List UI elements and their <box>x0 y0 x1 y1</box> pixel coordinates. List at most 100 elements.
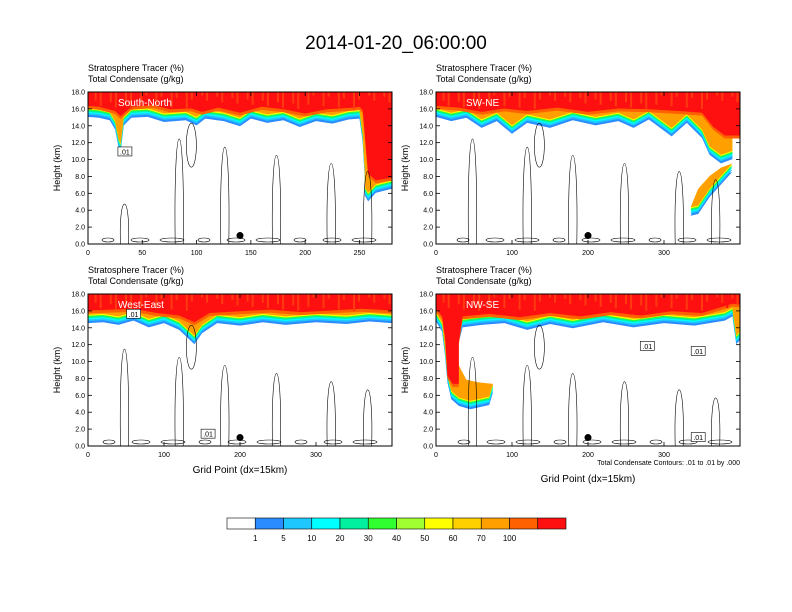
y-tick-label: 10.0 <box>71 359 85 366</box>
tracer-band <box>88 294 392 323</box>
condensate-contour <box>323 439 343 445</box>
condensate-contour <box>197 237 211 243</box>
y-tick-label: 16.0 <box>419 308 433 315</box>
colorbar-label: 20 <box>336 534 345 543</box>
x-tick-label: 300 <box>310 452 322 459</box>
x-tick-label: 100 <box>158 452 170 459</box>
y-tick-label: 8.0 <box>75 174 85 181</box>
panel-subtitle: Stratosphere Tracer (%) <box>88 63 184 73</box>
condensate-contour <box>522 365 532 446</box>
tracer-band <box>436 294 740 408</box>
colorbar-swatch <box>396 517 426 530</box>
y-tick-label: 12.0 <box>419 140 433 147</box>
contour-note: Total Condensate Contours: .01 to .01 by… <box>597 460 740 467</box>
condensate-contour <box>581 237 601 243</box>
condensate-contour <box>174 356 184 446</box>
y-tick-label: 2.0 <box>423 427 433 434</box>
condensate-contour <box>255 237 281 243</box>
condensate-contour <box>271 154 281 244</box>
x-tick-label: 150 <box>245 250 257 257</box>
panel-label: NW-SE <box>466 300 499 311</box>
condensate-contour <box>220 365 230 446</box>
y-tick-label: 8.0 <box>75 376 85 383</box>
contour-label: .01 <box>129 312 139 319</box>
y-tick-label: 16.0 <box>71 308 85 315</box>
colorbar-label: 1 <box>253 534 258 543</box>
y-tick-label: 12.0 <box>71 342 85 349</box>
panel-subtitle: Total Condensate (g/kg) <box>88 74 184 84</box>
y-tick-label: 4.0 <box>75 410 85 417</box>
panel-label: West-East <box>118 300 164 311</box>
colorbar-swatch <box>452 517 482 530</box>
colorbar-label: 60 <box>449 534 458 543</box>
condensate-contour <box>131 439 151 445</box>
y-tick-label: 0.0 <box>75 444 85 451</box>
condensate-contour <box>256 439 282 445</box>
condensate-contour <box>552 237 566 243</box>
condensate-contour <box>648 237 662 243</box>
y-tick-label: 18.0 <box>419 90 433 97</box>
contour-label-box <box>690 432 706 442</box>
panel-subtitle: Stratosphere Tracer (%) <box>436 265 532 275</box>
panel-south-north: Stratosphere Tracer (%)Total Condensate … <box>52 63 393 257</box>
colorbar-swatch <box>339 517 369 530</box>
y-tick-label: 14.0 <box>71 325 85 332</box>
panel-label: South-North <box>118 98 172 109</box>
condensate-contour <box>294 439 308 445</box>
colorbar-label: 100 <box>503 534 517 543</box>
contour-label-box <box>690 346 706 356</box>
condensate-contour <box>467 356 477 446</box>
y-tick-label: 0.0 <box>423 444 433 451</box>
y-tick-label: 18.0 <box>71 292 85 299</box>
condensate-contour <box>619 381 630 446</box>
y-tick-label: 6.0 <box>423 393 433 400</box>
y-tick-label: 6.0 <box>75 393 85 400</box>
y-tick-label: 4.0 <box>423 410 433 417</box>
y-axis-label: Height (km) <box>400 347 410 394</box>
condensate-contour <box>485 237 505 243</box>
location-marker <box>236 434 244 442</box>
x-tick-label: 300 <box>658 250 670 257</box>
y-tick-label: 14.0 <box>419 325 433 332</box>
plot-area: .01 <box>88 92 392 244</box>
y-tick-label: 10.0 <box>419 157 433 164</box>
y-tick-label: 4.0 <box>75 208 85 215</box>
colorbar-swatch <box>537 517 567 530</box>
condensate-contour <box>514 237 540 243</box>
x-tick-label: 0 <box>434 452 438 459</box>
condensate-contour <box>619 163 629 244</box>
condensate-contour <box>457 439 471 445</box>
contour-label: .01 <box>693 349 703 356</box>
location-marker <box>584 232 592 240</box>
contour-label: .01 <box>203 432 213 439</box>
y-tick-label: 16.0 <box>419 106 433 113</box>
plot-area: .01 .01 .01 <box>436 294 740 446</box>
location-marker <box>584 434 592 442</box>
condensate-contour <box>611 439 637 445</box>
condensate-contour <box>553 439 567 445</box>
tracer-band <box>436 92 733 208</box>
condensate-contour <box>467 138 477 244</box>
y-tick-label: 18.0 <box>419 292 433 299</box>
contour-label-box <box>639 341 655 351</box>
y-tick-label: 16.0 <box>71 106 85 113</box>
y-tick-label: 6.0 <box>75 191 85 198</box>
colorbar-swatch <box>480 517 510 530</box>
y-axis-label: Height (km) <box>52 347 62 394</box>
condensate-contour <box>534 122 545 168</box>
colorbar-swatch <box>424 517 454 530</box>
y-tick-label: 6.0 <box>423 191 433 198</box>
condensate-contour <box>160 439 186 445</box>
y-axis-label: Height (km) <box>400 145 410 192</box>
x-axis-label: Grid Point (dx=15km) <box>541 474 636 485</box>
condensate-contour <box>130 237 150 243</box>
condensate-contour <box>568 154 578 244</box>
contour-label: .01 <box>642 344 652 351</box>
condensate-contour <box>186 324 197 370</box>
condensate-contour <box>582 439 602 445</box>
y-tick-label: 0.0 <box>423 242 433 249</box>
condensate-contour <box>706 237 732 243</box>
colorbar-label: 50 <box>420 534 429 543</box>
condensate-contour <box>515 439 541 445</box>
condensate-contour <box>352 439 378 445</box>
